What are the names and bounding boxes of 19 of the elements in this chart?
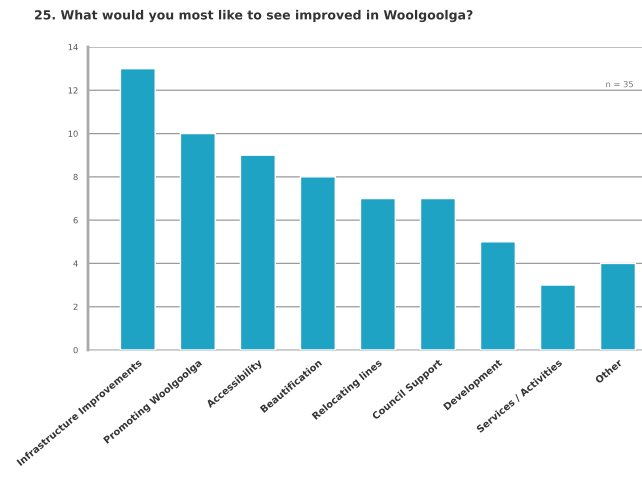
bar <box>480 241 516 350</box>
bar <box>420 198 456 350</box>
chart-title: 25. What would you most like to see improved in Woolgoolga? <box>34 10 472 22</box>
bar <box>120 68 156 350</box>
y-tick-label: 10 <box>68 130 78 137</box>
bar <box>180 132 216 350</box>
bar <box>600 262 636 350</box>
y-tick-label: 4 <box>73 260 78 267</box>
y-tick-label: 14 <box>68 44 78 50</box>
bar <box>300 176 336 350</box>
annotation: n = 35 <box>606 80 633 88</box>
y-tick-label: 0 <box>74 346 78 354</box>
bar <box>240 154 276 350</box>
y-tick-label: 6 <box>74 217 78 224</box>
y-tick-label: 12 <box>68 87 78 94</box>
y-tick-label: 8 <box>74 174 78 180</box>
bar <box>540 284 576 350</box>
bar <box>360 198 396 350</box>
y-tick-label: 2 <box>74 304 78 310</box>
